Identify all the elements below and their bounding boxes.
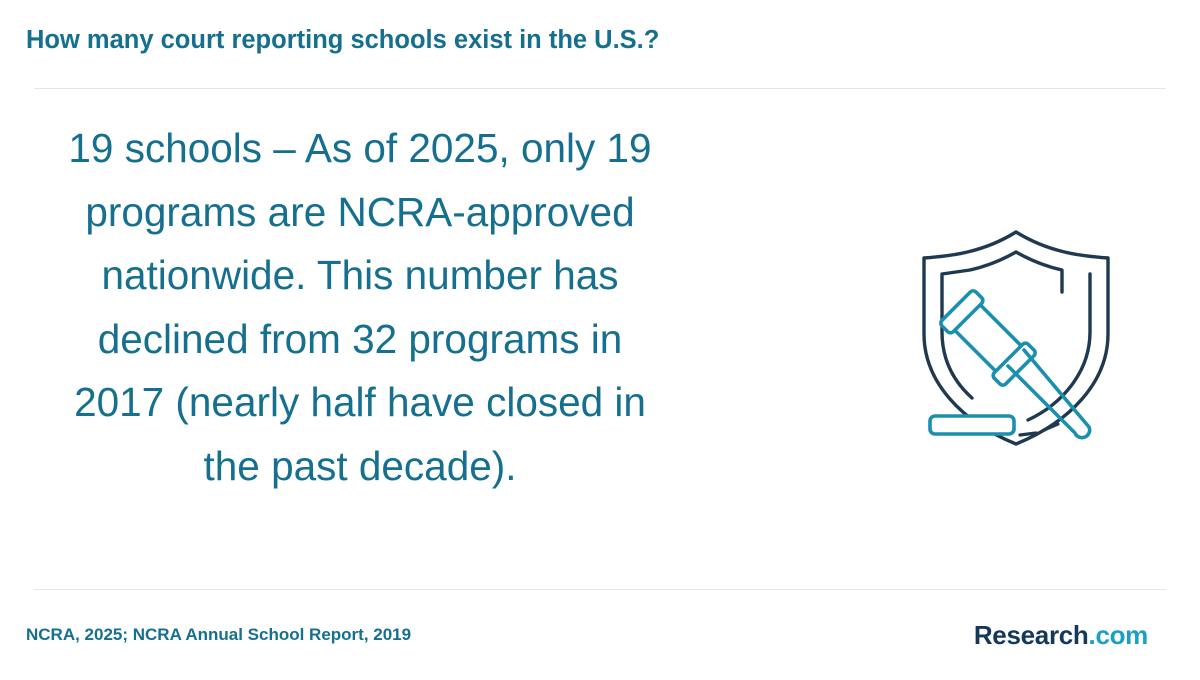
logo-brand: Research <box>973 620 1089 650</box>
logo-tld: .com <box>1088 620 1149 650</box>
top-divider <box>34 88 1166 89</box>
page-title: How many court reporting schools exist i… <box>26 26 660 54</box>
bottom-divider <box>34 589 1166 590</box>
shield-gavel-icon <box>922 230 1110 446</box>
source-citation: NCRA, 2025; NCRA Annual School Report, 2… <box>26 625 412 644</box>
research-com-logo[interactable]: Research.com <box>974 620 1148 651</box>
stat-text: 19 schools – As of 2025, only 19 program… <box>68 125 652 489</box>
